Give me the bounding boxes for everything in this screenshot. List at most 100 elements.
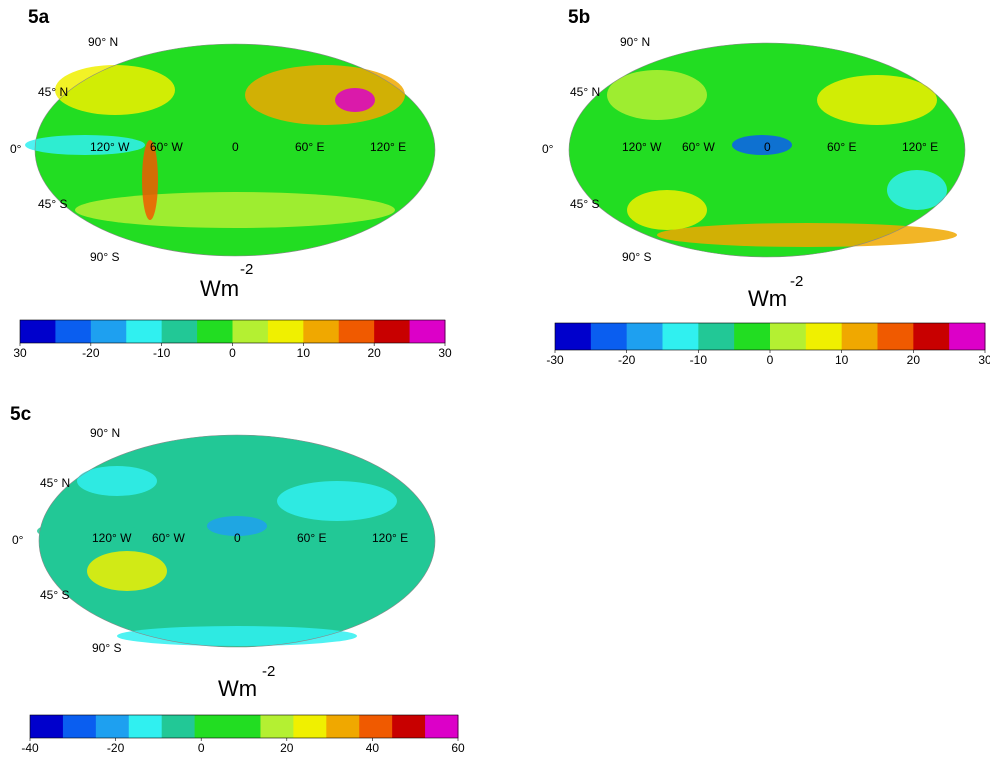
longitude-label: 120° W: [92, 531, 132, 545]
colorbar-segment: [626, 323, 663, 350]
panel: 5a 90° N 45° N 0° 45° S 90° S 120° W 60° W 0 60° …: [10, 7, 452, 360]
colorbar-segment: [128, 715, 163, 738]
colorbar-segment: [126, 320, 163, 343]
panel-label: 5c: [10, 404, 32, 425]
latitude-label: 90° S: [90, 250, 119, 264]
latitude-label: 0°: [12, 533, 24, 547]
colorbar-segment: [303, 320, 340, 343]
colorbar-segment: [338, 320, 375, 343]
colorbar-frame: [29, 714, 459, 739]
colorbar-segment: [326, 715, 360, 738]
colorbar-tick-label: -20: [82, 346, 100, 360]
latitude-label: 45° S: [40, 588, 69, 602]
latitude-label: 45° S: [38, 197, 67, 211]
map-outline: [38, 434, 436, 648]
colorbar-segment: [698, 323, 735, 350]
colorbar-tick-label: -30: [546, 353, 564, 367]
colorbar-segment: [425, 715, 459, 738]
longitude-label: 0: [232, 140, 239, 154]
map-region: [657, 223, 957, 247]
map-region: [75, 192, 395, 228]
map-region: [142, 140, 158, 220]
longitude-label: 60° E: [295, 140, 324, 154]
longitude-label: 120° E: [902, 140, 938, 154]
colorbar-segment: [805, 323, 843, 350]
colorbar-tick-label: 30: [13, 346, 27, 360]
map-region: [77, 466, 157, 496]
colorbar-segment: [260, 715, 294, 738]
map-region: [55, 65, 175, 115]
colorbar-tick-label: 40: [366, 741, 380, 755]
colorbar-tick-label: 10: [835, 353, 849, 367]
colorbar-segment: [555, 323, 592, 350]
map-region: [37, 521, 137, 541]
latitude-label: 90° N: [88, 35, 118, 49]
latitude-label: 90° N: [620, 35, 650, 49]
unit: Wm: [748, 286, 787, 311]
latitude-label: 45° N: [570, 85, 600, 99]
unit: Wm: [200, 276, 239, 301]
map-region: [627, 190, 707, 230]
longitude-label: 120° E: [372, 531, 408, 545]
colorbar-segment: [227, 715, 261, 738]
map-outline: [34, 43, 436, 257]
colorbar-tick-label: 10: [297, 346, 311, 360]
panel: 5b 90° N 45° N 0° 45° S 90° S 120° W 60° W 0 60° …: [542, 7, 990, 367]
panel-label: 5a: [28, 7, 50, 28]
colorbar-segment: [55, 320, 92, 343]
unit: Wm: [218, 676, 257, 701]
longitude-label: 120° E: [370, 140, 406, 154]
map-region: [817, 75, 937, 125]
unit-exponent: -2: [240, 261, 253, 278]
longitude-label: 60° W: [682, 140, 715, 154]
colorbar-tick-label: 0: [229, 346, 236, 360]
colorbar-segment: [20, 320, 56, 343]
colorbar-segment: [734, 323, 771, 350]
colorbar-tick-label: -20: [107, 741, 125, 755]
map-region: [117, 626, 357, 646]
longitude-label: 60° E: [297, 531, 326, 545]
colorbar-segment: [30, 715, 64, 738]
colorbar-segment: [409, 320, 446, 343]
colorbar-tick-label: 20: [280, 741, 294, 755]
longitude-label: 0: [764, 140, 771, 154]
colorbar-tick-label: 60: [451, 741, 465, 755]
colorbar-tick-label: 30: [438, 346, 452, 360]
colorbar-tick-label: -10: [690, 353, 708, 367]
map-region: [245, 65, 405, 125]
colorbar-segment: [293, 715, 327, 738]
colorbar-tick-label: 30: [978, 353, 990, 367]
latitude-label: 90° S: [622, 250, 651, 264]
latitude-label: 90° S: [92, 641, 121, 655]
colorbar-segment: [267, 320, 304, 343]
colorbar-tick-label: 20: [907, 353, 921, 367]
colorbar-segment: [590, 323, 628, 350]
colorbar-segment: [232, 320, 269, 343]
colorbar-segment: [392, 715, 426, 738]
longitude-label: 120° W: [90, 140, 130, 154]
panel-label: 5b: [568, 7, 590, 28]
colorbar-segment: [913, 323, 950, 350]
map-region: [335, 88, 375, 112]
latitude-label: 45° S: [570, 197, 599, 211]
colorbar-tick-label: -40: [21, 741, 39, 755]
longitude-label: 60° W: [152, 531, 185, 545]
colorbar-segment: [95, 715, 130, 738]
colorbar-segment: [90, 320, 127, 343]
latitude-label: 90° N: [90, 426, 120, 440]
panel: 5c 90° N 45° N 0° 45° S 90° S 120° W 60° W 0 60° …: [10, 404, 465, 755]
latitude-label: 45° N: [40, 476, 70, 490]
map-region: [732, 135, 792, 155]
colorbar-tick-label: 0: [767, 353, 774, 367]
colorbar-segment: [770, 323, 807, 350]
longitude-label: 120° W: [622, 140, 662, 154]
unit-exponent: -2: [790, 273, 803, 290]
longitude-label: 0: [234, 531, 241, 545]
map-region: [87, 551, 167, 591]
map-region: [887, 170, 947, 210]
colorbar-segment: [194, 715, 229, 738]
colorbar-segment: [662, 323, 699, 350]
longitude-label: 60° E: [827, 140, 856, 154]
colorbar-segment: [197, 320, 233, 343]
